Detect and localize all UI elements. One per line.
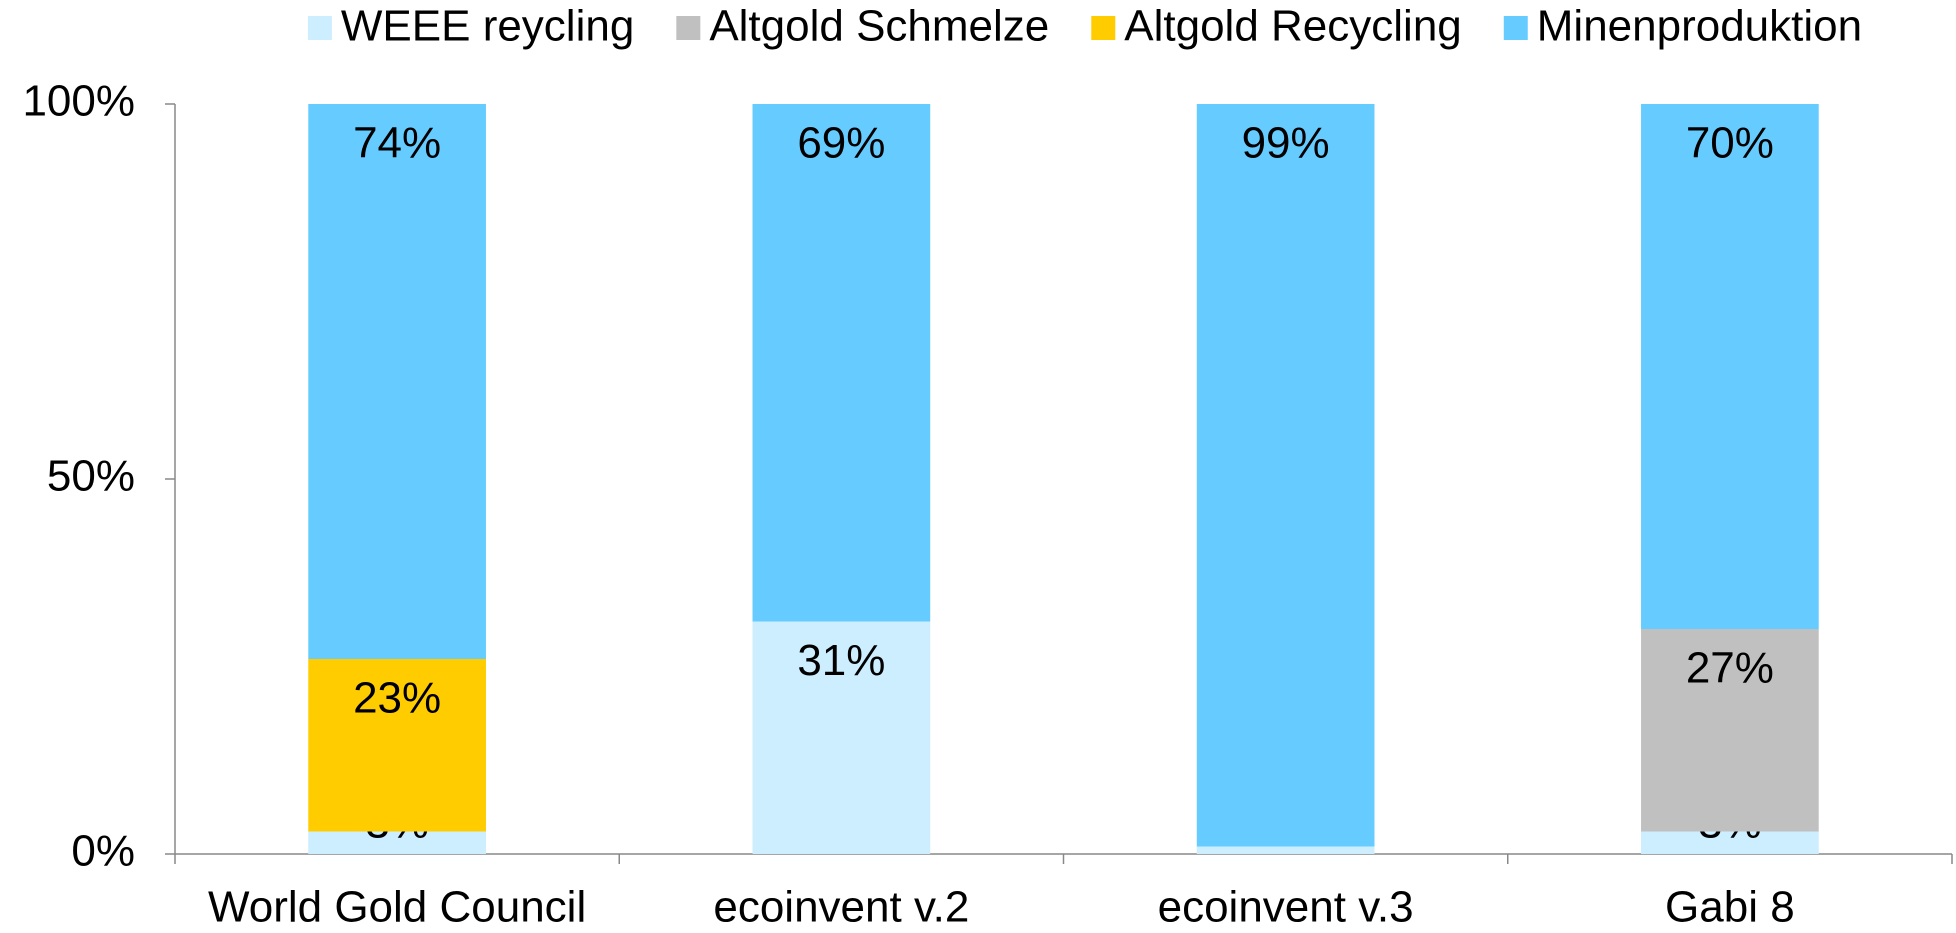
x-tick-label: World Gold Council (208, 883, 586, 932)
bar-segment (308, 659, 486, 832)
legend-label: Minenproduktion (1537, 2, 1862, 51)
legend-label: Altgold Schmelze (709, 2, 1049, 51)
legend-label: WEEE reycling (341, 2, 634, 51)
bar-segment (1196, 846, 1375, 854)
value-label: 27% (1686, 644, 1774, 693)
y-tick-label: 50% (47, 452, 135, 501)
bar-segment (752, 104, 931, 622)
bar-segment (308, 831, 486, 854)
x-tick-label: ecoinvent v.2 (713, 883, 969, 932)
x-tick-label: Gabi 8 (1665, 883, 1795, 932)
value-label: 74% (353, 119, 441, 168)
legend-swatch (1091, 16, 1116, 40)
value-label: 69% (797, 119, 885, 168)
y-tick-label: 100% (22, 77, 135, 126)
bar-segment (1641, 104, 1819, 629)
value-label: 31% (797, 636, 885, 685)
x-tick-label: ecoinvent v.3 (1158, 883, 1414, 932)
bar-segment (1641, 629, 1819, 832)
bar-segment (1196, 104, 1375, 847)
bar-segment (752, 621, 931, 854)
bar-segment (308, 104, 486, 659)
legend-swatch (307, 16, 332, 40)
value-label: 70% (1686, 119, 1774, 168)
legend-swatch (676, 16, 701, 40)
bar-segment (1641, 831, 1819, 854)
value-label: 99% (1242, 119, 1330, 168)
value-label: 23% (353, 674, 441, 723)
legend-label: Altgold Recycling (1124, 2, 1462, 51)
legend-swatch (1503, 16, 1528, 40)
y-tick-label: 0% (71, 827, 135, 876)
